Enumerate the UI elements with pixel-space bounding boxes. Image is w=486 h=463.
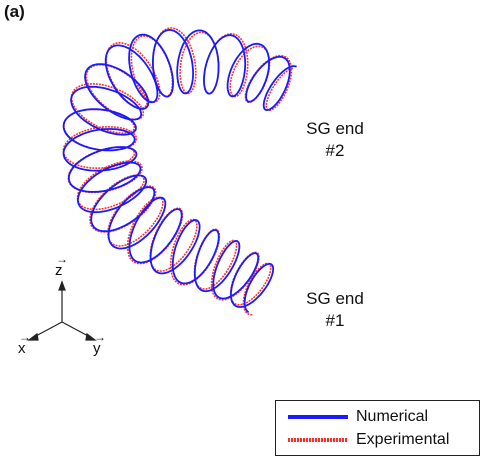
sg-end-1-line2: #1	[325, 311, 345, 330]
legend-label-experimental: Experimental	[356, 431, 450, 448]
x-arrowhead	[27, 332, 39, 341]
numerical-helix-path	[62, 28, 297, 314]
legend-label-numerical: Numerical	[356, 408, 429, 425]
sg-end-2-line1: SG end	[306, 119, 364, 138]
coordinate-triad	[27, 280, 97, 341]
numerical-helix	[62, 28, 297, 314]
y-axis-label: → y	[93, 330, 106, 357]
sg-end-1-label: SG end #1	[300, 288, 370, 332]
y-axis-arrow	[61, 321, 91, 338]
numerical-swatch	[288, 415, 348, 419]
x-axis-label: → x	[18, 330, 31, 357]
y-arrowhead	[85, 332, 97, 341]
x-axis-arrow	[33, 321, 63, 338]
experimental-helix-path	[62, 27, 294, 316]
panel-label: (a)	[4, 2, 25, 21]
legend-item-experimental: Experimental	[288, 429, 449, 451]
z-axis-label: → z	[55, 252, 68, 279]
sg-end-2-line2: #2	[325, 141, 345, 160]
legend: Numerical Experimental	[275, 400, 480, 456]
sg-end-1-line1: SG end	[306, 289, 364, 308]
experimental-swatch	[288, 438, 348, 442]
experimental-helix	[62, 27, 294, 316]
sg-end-2-label: SG end #2	[300, 118, 370, 162]
z-arrowhead	[58, 280, 66, 291]
legend-item-numerical: Numerical	[288, 406, 428, 428]
